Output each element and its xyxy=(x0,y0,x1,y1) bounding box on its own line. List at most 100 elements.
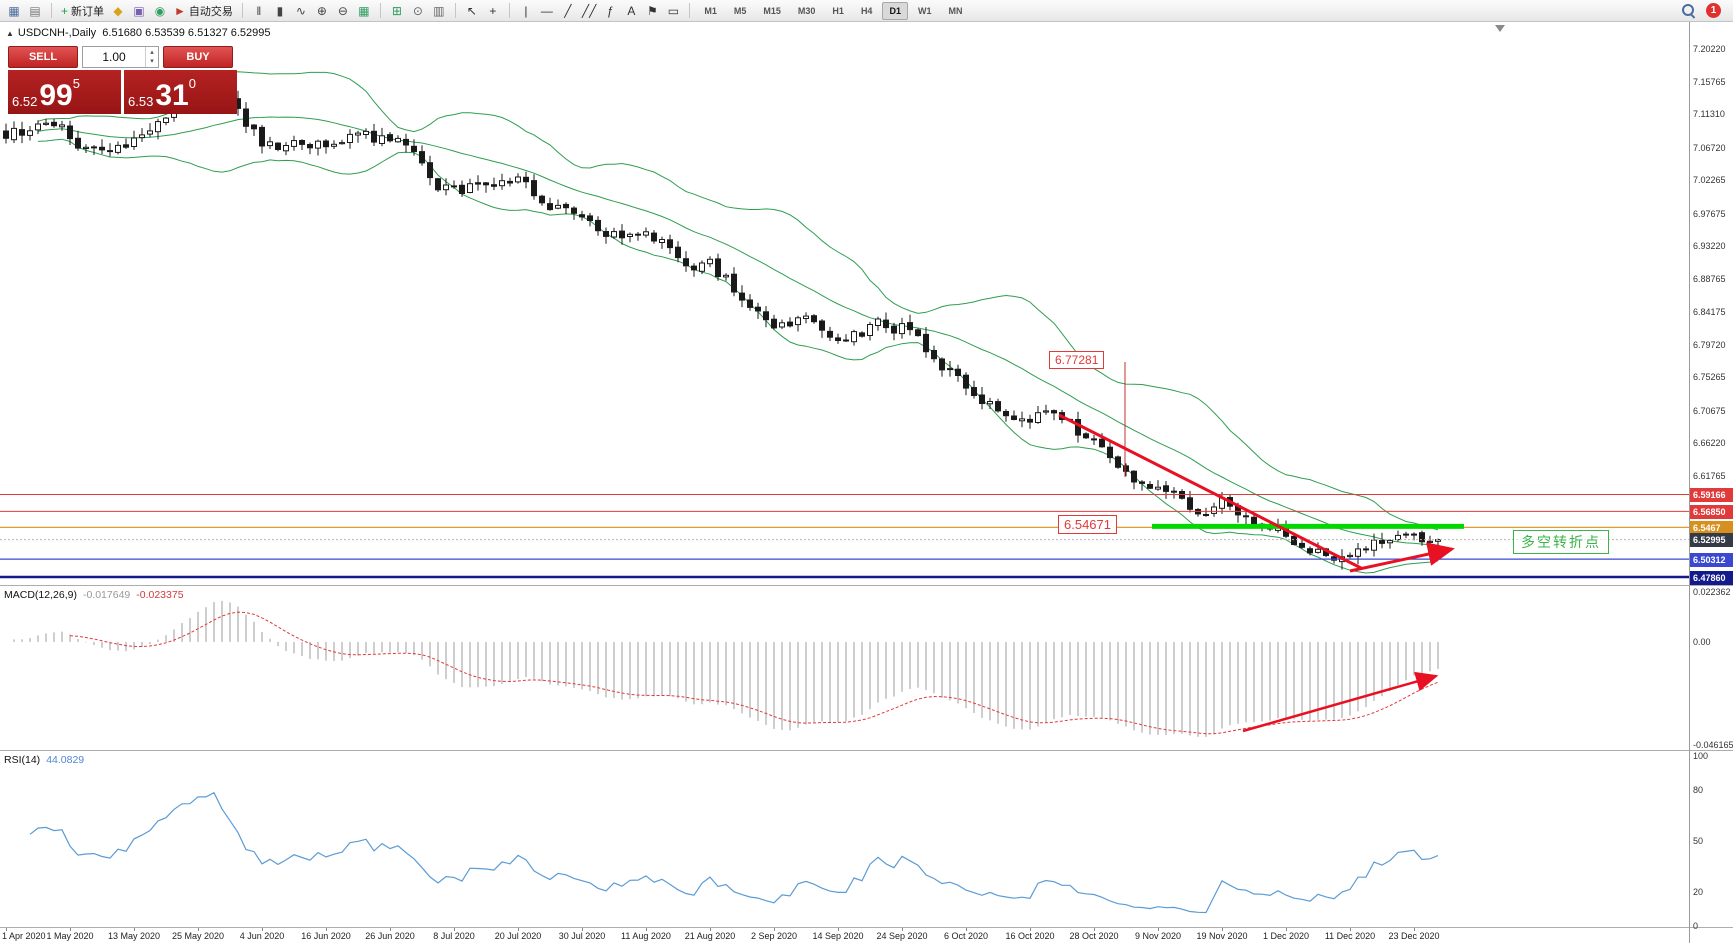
notification-badge[interactable]: 1 xyxy=(1706,3,1721,18)
price-tick: 6.70675 xyxy=(1693,405,1726,416)
trendline-icon[interactable]: ╱ xyxy=(558,2,578,20)
price-tick: 6.97675 xyxy=(1693,208,1726,219)
collapse-trade-panel-icon[interactable]: ▲ xyxy=(6,29,14,38)
panel-separator[interactable] xyxy=(0,585,1733,586)
date-label: 24 Sep 2020 xyxy=(876,931,928,941)
navigator-icon: ◉ xyxy=(154,3,166,18)
add-indicator-icon[interactable]: ⊞ xyxy=(387,2,407,20)
macd-signal-value: -0.023375 xyxy=(136,589,184,601)
timeframe-w1-button[interactable]: W1 xyxy=(917,5,932,16)
macd-signal-line xyxy=(69,611,1439,735)
sell-button[interactable]: SELL xyxy=(8,46,78,68)
symbol-name: USDCNH-,Daily xyxy=(17,27,97,39)
search-icon[interactable] xyxy=(1681,3,1696,18)
volume-spinner[interactable]: ▴ ▾ xyxy=(145,47,158,67)
fibonacci-icon[interactable]: ƒ xyxy=(600,2,620,20)
timeframe-d1-button[interactable]: D1 xyxy=(882,1,908,20)
bollinger-lower-band[interactable] xyxy=(37,138,1439,574)
macd-trend-arrow[interactable] xyxy=(1242,671,1439,733)
bid-price-tile[interactable]: 6.52 99 5 xyxy=(8,70,121,114)
new-order-button[interactable]: + 新订单 xyxy=(58,2,107,20)
zoom-in-icon[interactable]: ⊕ xyxy=(312,2,332,20)
rsi-scale-tick: 20 xyxy=(1693,887,1704,897)
price-badge-6.50312: 6.50312 xyxy=(1690,552,1733,567)
volume-value[interactable]: 1.00 xyxy=(102,50,126,64)
label-icon[interactable]: ⚑ xyxy=(642,2,662,20)
rsi-panel-canvas[interactable] xyxy=(0,751,1689,928)
macd-label: MACD(12,26,9) -0.017649 -0.023375 xyxy=(4,589,184,601)
chart-profiles-icon[interactable]: ▤ xyxy=(25,2,45,20)
vertical-line-icon[interactable]: | xyxy=(516,2,536,20)
spinner-down-icon[interactable]: ▾ xyxy=(150,58,154,65)
support-price-annotation[interactable]: 6.54671 xyxy=(1058,515,1117,534)
bollinger-upper-band[interactable] xyxy=(37,71,1439,531)
turning-point-annotation[interactable]: 多空转折点 xyxy=(1513,530,1609,554)
buy-button[interactable]: BUY xyxy=(163,46,233,68)
market-watch-icon[interactable]: ◆ xyxy=(108,2,128,20)
horizontal-line-icon[interactable]: ― xyxy=(537,2,557,20)
navigator-icon[interactable]: ◉ xyxy=(150,2,170,20)
candlestick-mode-icon[interactable]: ▮ xyxy=(270,2,290,20)
period-icon[interactable]: ⊙ xyxy=(408,2,428,20)
chart-shift-marker[interactable] xyxy=(1495,25,1505,32)
price-badge-6.59166: 6.59166 xyxy=(1690,488,1733,503)
data-window-icon[interactable]: ▣ xyxy=(129,2,149,20)
tile-windows-icon[interactable]: ▦ xyxy=(354,2,374,20)
new-order-icon: + xyxy=(61,3,69,18)
line-chart-mode-icon[interactable]: ∿ xyxy=(291,2,311,20)
high-price-annotation[interactable]: 6.77281 xyxy=(1049,351,1105,369)
macd-scale-tick: 0.00 xyxy=(1693,636,1711,647)
timeframe-m15-button[interactable]: M15 xyxy=(763,5,781,16)
downtrend-line[interactable] xyxy=(1058,413,1362,570)
panel-separator[interactable] xyxy=(0,750,1733,751)
bollinger-middle-band[interactable] xyxy=(37,116,1439,546)
period-icon: ⊙ xyxy=(412,3,423,18)
toolbar-separator xyxy=(508,3,510,18)
toolbar-icons: ▦ ▤ + 新订单 ◆ ▣ ◉ ► 自动交易 ‖ ▮ ∿ ⊕ ⊖ ▦ ⊞ ⊙ ▥ ↖ + | ― ╱ ╱╱ ƒ A ⚑ ▭ M1 M5 M1… xyxy=(4,1,970,20)
date-label: 6 Oct 2020 xyxy=(943,931,989,941)
volume-input[interactable]: 1.00 ▴ ▾ xyxy=(82,46,159,68)
spinner-up-icon[interactable]: ▴ xyxy=(150,49,154,56)
timeframe-mn-button[interactable]: MN xyxy=(948,5,963,16)
timeframe-h4-button[interactable]: H4 xyxy=(860,5,873,16)
channel-icon: ╱╱ xyxy=(581,3,597,18)
price-badge-6.56850: 6.56850 xyxy=(1690,504,1733,519)
toolbar-separator xyxy=(379,3,381,18)
cursor-icon[interactable]: ↖ xyxy=(462,2,482,20)
macd-value: -0.017649 xyxy=(82,589,131,601)
auto-trading-button[interactable]: ► 自动交易 xyxy=(171,2,236,20)
date-label: 4 Jun 2020 xyxy=(239,931,285,941)
macd-scale-tick: 0.022362 xyxy=(1693,587,1731,597)
bid-pip-digits: 99 xyxy=(39,79,73,113)
rsi-scale-tick: 80 xyxy=(1693,785,1704,795)
rsi-scale-tick: 0 xyxy=(1693,921,1699,931)
timeframe-m1-button[interactable]: M1 xyxy=(704,5,717,16)
main-chart-canvas[interactable] xyxy=(0,22,1689,586)
timeframe-m5-button[interactable]: M5 xyxy=(733,5,747,16)
macd-name: MACD(12,26,9) xyxy=(4,589,77,601)
channel-icon[interactable]: ╱╱ xyxy=(579,2,599,20)
template-icon[interactable]: ▥ xyxy=(429,2,449,20)
rsi-line xyxy=(29,791,1439,914)
date-label: 1 Dec 2020 xyxy=(1262,931,1310,941)
text-icon[interactable]: A xyxy=(621,2,641,20)
price-scale-border xyxy=(1689,22,1690,943)
date-tick xyxy=(710,928,711,931)
date-tick xyxy=(262,928,263,931)
ask-price-tile[interactable]: 6.53 31 0 xyxy=(124,70,237,114)
new-chart-icon[interactable]: ▦ xyxy=(4,2,24,20)
price-tick: 7.06720 xyxy=(1693,142,1726,153)
shapes-icon[interactable]: ▭ xyxy=(663,2,683,20)
reversal-arrow[interactable] xyxy=(1349,542,1455,573)
bar-chart-mode-icon[interactable]: ‖ xyxy=(249,2,269,20)
date-label: 16 Oct 2020 xyxy=(1005,931,1055,941)
date-label: 11 Aug 2020 xyxy=(621,931,671,941)
rsi-scale-tick: 100 xyxy=(1693,751,1709,761)
timeframe-m30-button[interactable]: M30 xyxy=(797,5,816,16)
crosshair-icon[interactable]: + xyxy=(483,2,503,20)
date-label: 25 May 2020 xyxy=(171,931,225,941)
timeframe-h1-button[interactable]: H1 xyxy=(832,5,844,16)
price-tick: 6.84175 xyxy=(1693,307,1726,318)
zoom-out-icon[interactable]: ⊖ xyxy=(333,2,353,20)
macd-panel-canvas[interactable] xyxy=(0,586,1689,751)
